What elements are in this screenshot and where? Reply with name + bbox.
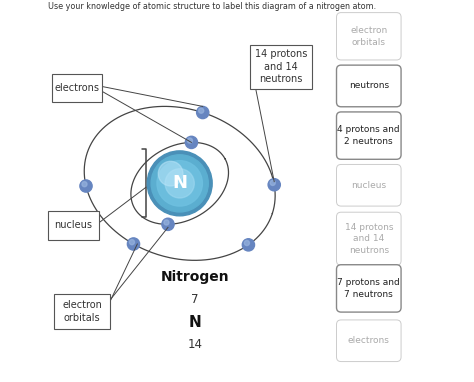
Text: 14 protons
and 14
neutrons: 14 protons and 14 neutrons bbox=[345, 223, 393, 255]
Circle shape bbox=[197, 107, 209, 119]
FancyBboxPatch shape bbox=[52, 74, 102, 102]
FancyBboxPatch shape bbox=[337, 112, 401, 159]
Text: 14 protons
and 14
neutrons: 14 protons and 14 neutrons bbox=[255, 49, 307, 84]
Circle shape bbox=[157, 160, 202, 206]
Circle shape bbox=[242, 239, 255, 251]
FancyBboxPatch shape bbox=[337, 212, 401, 265]
Circle shape bbox=[165, 169, 194, 198]
Circle shape bbox=[128, 238, 140, 250]
FancyBboxPatch shape bbox=[337, 13, 401, 60]
Circle shape bbox=[199, 108, 204, 113]
Text: N: N bbox=[172, 174, 187, 193]
FancyBboxPatch shape bbox=[48, 211, 99, 240]
FancyBboxPatch shape bbox=[337, 65, 401, 107]
Circle shape bbox=[268, 179, 280, 191]
FancyBboxPatch shape bbox=[337, 320, 401, 361]
Text: electron
orbitals: electron orbitals bbox=[350, 26, 387, 47]
Circle shape bbox=[158, 161, 183, 186]
Text: 7: 7 bbox=[191, 293, 199, 306]
Text: neutrons: neutrons bbox=[349, 81, 389, 91]
Text: 14: 14 bbox=[188, 338, 202, 351]
Circle shape bbox=[164, 220, 169, 225]
Circle shape bbox=[270, 180, 275, 186]
Circle shape bbox=[244, 240, 249, 246]
Circle shape bbox=[185, 136, 198, 149]
Circle shape bbox=[147, 151, 212, 216]
Text: Use your knowledge of atomic structure to label this diagram of a nitrogen atom.: Use your knowledge of atomic structure t… bbox=[48, 2, 376, 11]
Text: N: N bbox=[189, 315, 201, 330]
Text: electrons: electrons bbox=[348, 336, 390, 345]
Text: electrons: electrons bbox=[55, 83, 100, 93]
Text: 7 protons and
7 neutrons: 7 protons and 7 neutrons bbox=[337, 278, 400, 299]
FancyBboxPatch shape bbox=[55, 294, 110, 329]
Text: nucleus: nucleus bbox=[55, 220, 92, 230]
Circle shape bbox=[80, 180, 92, 192]
Circle shape bbox=[187, 138, 192, 143]
FancyBboxPatch shape bbox=[337, 265, 401, 312]
Text: electron
orbitals: electron orbitals bbox=[63, 300, 102, 322]
Circle shape bbox=[129, 240, 135, 245]
Circle shape bbox=[151, 155, 208, 212]
FancyBboxPatch shape bbox=[337, 164, 401, 206]
FancyBboxPatch shape bbox=[250, 45, 312, 89]
Circle shape bbox=[82, 181, 87, 187]
Text: 4 protons and
2 neutrons: 4 protons and 2 neutrons bbox=[337, 125, 400, 146]
Circle shape bbox=[162, 218, 174, 230]
Text: nucleus: nucleus bbox=[351, 181, 386, 190]
Text: Nitrogen: Nitrogen bbox=[161, 270, 229, 284]
